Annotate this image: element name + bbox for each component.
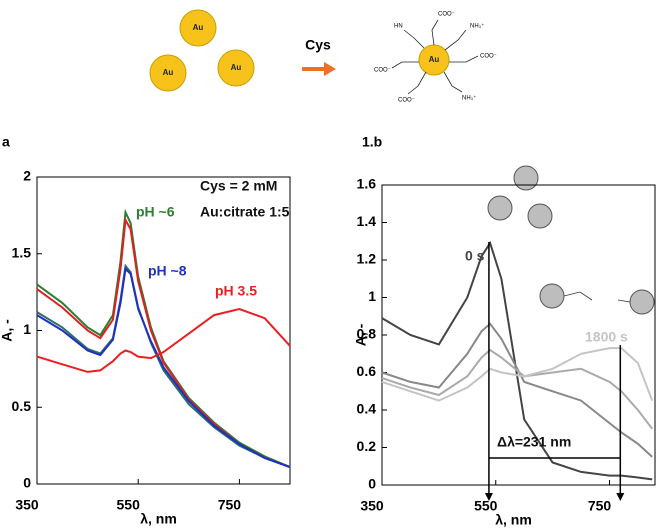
particle-label: Au <box>193 23 204 32</box>
y-tick-label: 1 <box>368 288 376 304</box>
y-axis-label: A, - <box>0 319 15 342</box>
annotation: Au:citrate 1:5 <box>200 204 290 220</box>
group-label: NH₃⁺ <box>470 23 484 30</box>
series-label: 0 s <box>465 248 485 264</box>
y-tick-label: 0.4 <box>357 401 377 417</box>
y-tick-label: 0.2 <box>357 438 377 454</box>
x-tick-label: 550 <box>474 498 498 514</box>
reagent-label: Cys <box>305 37 331 53</box>
y-tick-label: 1 <box>23 321 31 337</box>
group-label: COO⁻ <box>374 68 391 74</box>
spectrum-line <box>381 322 653 458</box>
group-label: COO⁻ <box>438 12 455 18</box>
marker-arrow <box>484 493 493 501</box>
y-tick-label: 0.8 <box>357 326 377 342</box>
group-label: COO⁻ <box>480 54 497 60</box>
x-tick-label: 750 <box>218 497 242 513</box>
x-axis-label: λ, nm <box>495 512 532 528</box>
x-tick-label: 350 <box>360 498 384 514</box>
x-axis-label: λ, nm <box>140 511 177 527</box>
x-tick-label: 550 <box>117 497 141 513</box>
group-label: HN <box>394 24 403 30</box>
x-tick-label: 750 <box>588 498 612 514</box>
particle <box>179 9 217 47</box>
particle-label: Au <box>231 63 242 72</box>
ligands <box>391 19 479 95</box>
y-tick-label: 1.2 <box>357 251 377 267</box>
particle <box>217 49 255 87</box>
annotation: Δλ=231 nm <box>497 434 571 450</box>
spectrum-line <box>381 347 654 402</box>
y-tick-label: 2 <box>23 168 31 184</box>
panel-label: 1.b <box>362 134 382 150</box>
y-axis-label: A, - <box>353 323 369 346</box>
series-label: pH ~6 <box>136 204 175 220</box>
particle-label: Au <box>429 55 440 64</box>
spectrum-line <box>381 348 653 430</box>
series-label: pH 3.5 <box>215 283 257 299</box>
spectrum-line <box>381 240 653 481</box>
y-tick-label: 0 <box>368 476 376 492</box>
plot-frame <box>36 176 291 485</box>
y-tick-label: 1.6 <box>357 176 377 192</box>
x-tick-label: 350 <box>15 497 39 513</box>
y-tick-label: 0.5 <box>12 398 32 414</box>
particles-illustration <box>487 165 655 315</box>
marker-arrow <box>616 493 625 501</box>
spectrum-line <box>36 216 291 469</box>
series-label: pH ~8 <box>148 263 187 279</box>
scheme <box>149 9 450 92</box>
y-tick-label: 0 <box>23 475 31 491</box>
y-tick-label: 0.6 <box>357 363 377 379</box>
spectrum-line <box>36 267 291 469</box>
particle-label: Au <box>163 68 174 77</box>
group-label: COO⁻ <box>398 98 415 104</box>
group-label: NH₃⁺ <box>462 95 476 102</box>
annotation: Cys = 2 mM <box>200 178 277 194</box>
arrow <box>302 62 336 76</box>
series-label: 1800 s <box>585 329 628 345</box>
panel-label: a <box>2 134 10 150</box>
particle <box>149 54 187 92</box>
y-tick-label: 1.5 <box>12 244 32 260</box>
y-tick-label: 1.4 <box>357 213 377 229</box>
spectrum-line <box>36 307 291 373</box>
